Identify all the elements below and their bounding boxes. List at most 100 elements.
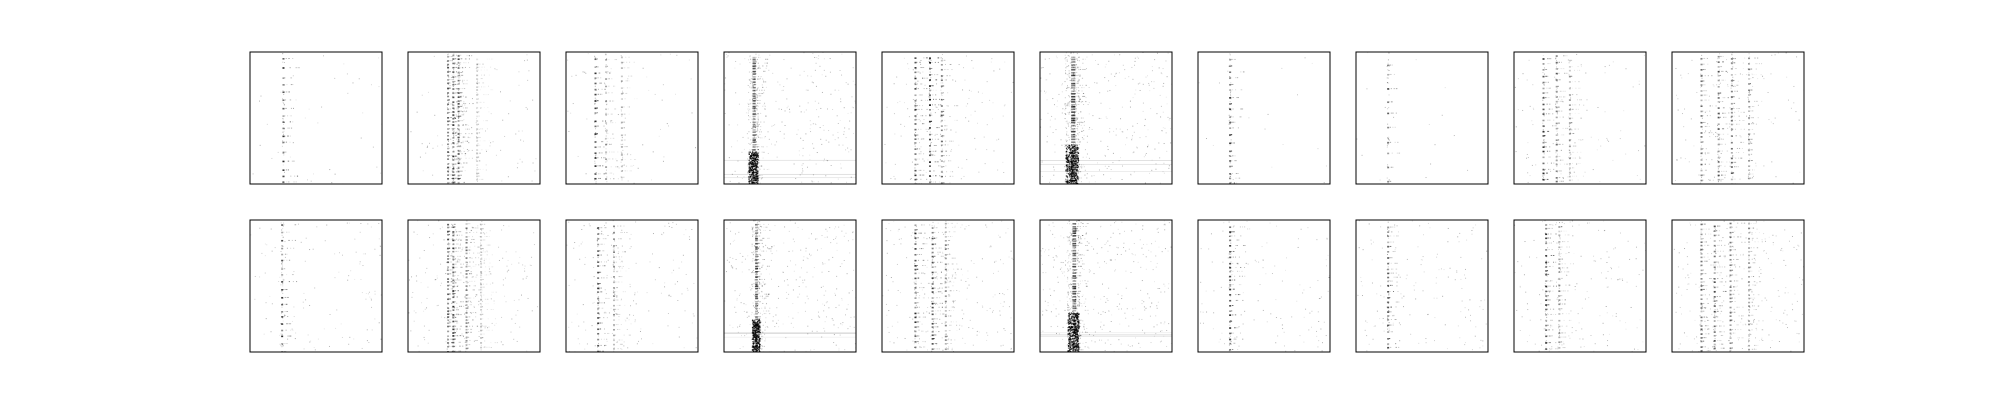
heatmap-cell [1077, 159, 1080, 161]
heatmap-cell [1132, 97, 1134, 99]
heatmap-cell [1073, 182, 1075, 184]
heatmap-cell [1546, 92, 1548, 94]
heatmap-cell [624, 134, 626, 136]
heatmap-cell [1053, 166, 1055, 168]
heatmap-cell [758, 181, 760, 183]
heatmap-cell [1166, 76, 1168, 78]
heatmap-cell [1078, 60, 1080, 62]
heatmap-cell [282, 160, 285, 163]
heatmap-cell [799, 174, 801, 176]
heatmap-cell [1560, 170, 1562, 172]
heatmap-cell [755, 99, 757, 101]
heatmap-cell [1081, 121, 1083, 123]
heatmap-cell [1542, 141, 1545, 144]
heatmap-cell [611, 78, 613, 80]
heatmap-cell [455, 171, 457, 173]
heatmap-cell [292, 58, 294, 60]
heatmap-cell [1075, 88, 1077, 90]
heatmap-cell [928, 127, 931, 129]
heatmap-cell [459, 115, 461, 117]
heatmap-cell [1388, 70, 1390, 72]
heatmap-cell [748, 161, 750, 163]
heatmap-cell [916, 108, 918, 110]
heatmap-cell [446, 112, 448, 114]
heatmap-cell [914, 133, 916, 135]
heatmap-cell [454, 117, 456, 119]
heatmap-cell [1556, 92, 1558, 94]
heatmap-cell [660, 54, 662, 56]
heatmap-cell [605, 172, 608, 175]
heatmap-cell [466, 55, 468, 57]
heatmap-cell [1071, 175, 1076, 177]
heatmap-cell [1076, 155, 1078, 157]
heatmap-cell [1556, 60, 1558, 62]
heatmap-cell [1232, 173, 1234, 174]
heatmap-cell [1071, 145, 1073, 147]
heatmap-cell [621, 136, 623, 138]
heatmap-cell [1562, 96, 1564, 98]
heatmap-cell [1066, 168, 1069, 170]
heatmap-cell [927, 128, 929, 130]
heatmap-cell [1235, 77, 1237, 79]
heatmap-cell [945, 165, 947, 167]
heatmap-cell [286, 141, 288, 143]
heatmap-cell [596, 58, 598, 60]
heatmap-cell [1066, 154, 1068, 157]
heatmap-cell [451, 103, 453, 105]
heatmap-cell [452, 131, 454, 133]
heatmap-cell [1049, 73, 1051, 75]
heatmap-cell [477, 64, 479, 66]
heatmap-cell [479, 144, 481, 146]
heatmap-cell [751, 160, 753, 163]
heatmap-cell [1115, 72, 1117, 74]
heatmap-cell [457, 83, 460, 85]
heatmap-cell [1073, 146, 1075, 148]
heatmap-cell [1139, 89, 1141, 91]
heatmap-cell [447, 154, 450, 157]
heatmap-cell [756, 129, 758, 131]
heatmap-cell [282, 142, 284, 144]
heatmap-cell [452, 124, 455, 126]
heatmap-cell [754, 107, 756, 109]
heatmap-cell [1387, 73, 1390, 76]
heatmap-cell [930, 153, 932, 155]
heatmap-cell [752, 158, 754, 160]
heatmap-cell [754, 139, 756, 141]
heatmap-cell [754, 141, 756, 143]
heatmap-cell [751, 83, 753, 85]
heatmap-cell [458, 160, 460, 162]
heatmap-cell [1527, 157, 1529, 159]
heatmap-cell [624, 56, 626, 58]
heatmap-cell [952, 171, 954, 173]
heatmap-cell [1229, 89, 1232, 91]
heatmap-cell [954, 105, 956, 107]
heatmap-cell [283, 104, 285, 106]
heatmap-cell [457, 128, 460, 131]
heatmap-cell [456, 115, 458, 117]
heatmap-cell [752, 143, 756, 146]
heatmap-cell [1236, 97, 1238, 99]
heatmap-cell [455, 177, 457, 179]
heatmap-cell [934, 134, 936, 136]
heatmap-cell [821, 143, 823, 145]
heatmap-cell [595, 98, 597, 100]
heatmap-cell [1638, 150, 1640, 152]
heatmap-cell [1122, 64, 1124, 66]
heatmap-cell [452, 167, 455, 170]
heatmap-cell [615, 108, 617, 110]
heatmap-cell [453, 136, 455, 138]
heatmap-cell [1389, 180, 1391, 182]
heatmap-cell [1071, 170, 1073, 172]
heatmap-cell [1580, 64, 1582, 66]
heatmap-cell [1067, 168, 1069, 171]
heatmap-cell [282, 117, 284, 119]
heatmap-cell [885, 162, 887, 164]
heatmap-cell [466, 128, 468, 130]
heatmap-cell [1075, 178, 1077, 180]
heatmap-cell [598, 72, 600, 74]
heatmap-cell [729, 180, 731, 182]
heatmap-cell [283, 123, 285, 125]
heatmap-cell [832, 134, 834, 136]
heatmap-cell [601, 88, 603, 90]
heatmap-cell [754, 83, 756, 85]
